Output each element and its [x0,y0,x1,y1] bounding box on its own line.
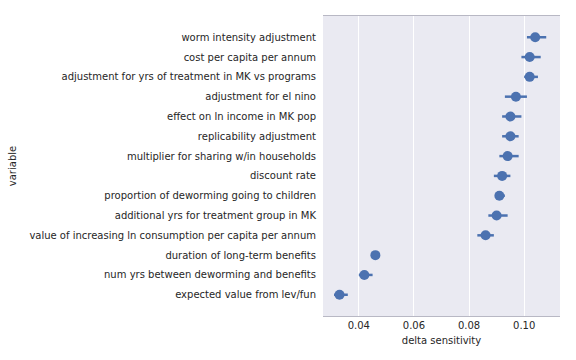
svg-text:replicability adjustment: replicability adjustment [198,131,316,142]
svg-text:value of increasing ln consump: value of increasing ln consumption per c… [29,230,316,241]
svg-text:proportion of deworming going: proportion of deworming going to childre… [104,190,316,201]
svg-text:cost per capita per annum: cost per capita per annum [184,52,316,63]
svg-text:additional yrs for treatment g: additional yrs for treatment group in MK [115,210,317,221]
svg-text:adjustment for el nino: adjustment for el nino [205,91,316,102]
svg-text:discount rate: discount rate [250,170,316,181]
svg-text:delta sensitivity: delta sensitivity [402,335,482,346]
svg-text:expected value from lev/fun: expected value from lev/fun [175,289,316,300]
svg-text:worm intensity adjustment: worm intensity adjustment [181,32,316,43]
svg-text:adjustment for yrs of treatmen: adjustment for yrs of treatment in MK vs… [62,71,316,82]
svg-text:variable: variable [7,146,18,186]
svg-text:0.08: 0.08 [458,320,480,331]
svg-text:0.06: 0.06 [403,320,425,331]
svg-text:duration of long-term benefits: duration of long-term benefits [165,250,316,261]
svg-text:0.04: 0.04 [348,320,370,331]
svg-text:effect on ln income in MK pop: effect on ln income in MK pop [167,111,316,122]
svg-text:multiplier for sharing w/in ho: multiplier for sharing w/in households [127,151,316,162]
svg-text:num yrs between deworming and: num yrs between deworming and benefits [104,269,316,280]
svg-text:0.10: 0.10 [513,320,535,331]
